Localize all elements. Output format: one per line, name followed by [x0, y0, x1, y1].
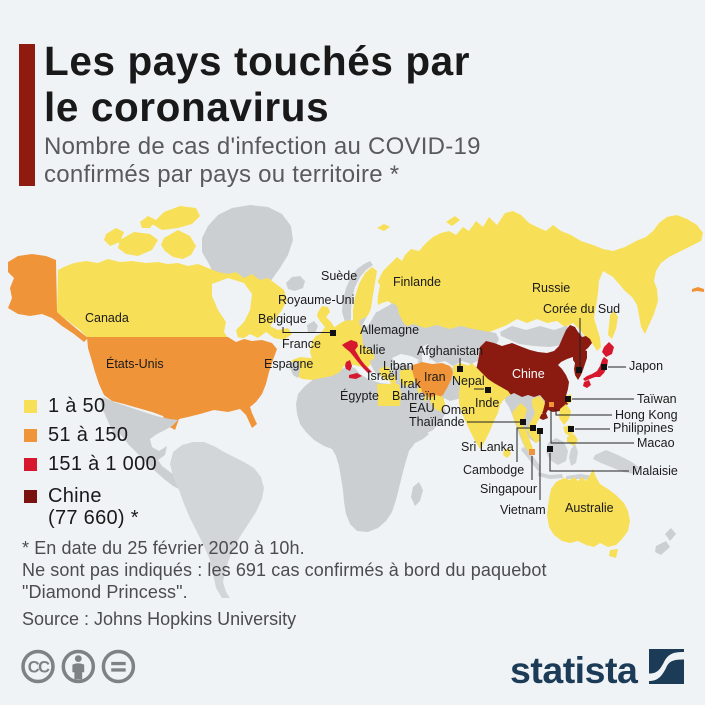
svg-text:statista: statista [510, 649, 639, 690]
svg-text:Suède: Suède [321, 269, 357, 283]
svg-text:Canada: Canada [85, 311, 129, 325]
svg-text:Finlande: Finlande [393, 275, 441, 289]
svg-text:Belgique: Belgique [258, 312, 307, 326]
svg-text:Philippines: Philippines [613, 421, 673, 435]
svg-text:EAU: EAU [409, 401, 435, 415]
svg-text:Corée du Sud: Corée du Sud [543, 302, 620, 316]
svg-text:Hong Kong: Hong Kong [615, 408, 678, 422]
svg-text:Royaume-Uni: Royaume-Uni [278, 293, 354, 307]
svg-text:Cambodge: Cambodge [463, 463, 524, 477]
svg-text:Chine: Chine [512, 367, 545, 381]
svg-text:Singapour: Singapour [480, 482, 537, 496]
svg-text:Sri Lanka: Sri Lanka [461, 440, 514, 454]
svg-text:États-Unis: États-Unis [106, 356, 164, 371]
svg-text:Italie: Italie [359, 343, 385, 357]
svg-text:Nepal: Nepal [452, 374, 485, 388]
svg-text:Liban: Liban [383, 359, 414, 373]
svg-text:Taïwan: Taïwan [637, 392, 677, 406]
svg-text:Malaisie: Malaisie [632, 464, 678, 478]
svg-text:Thaïlande: Thaïlande [409, 415, 465, 429]
svg-text:CC: CC [28, 659, 50, 677]
svg-text:France: France [282, 337, 321, 351]
svg-text:Vietnam: Vietnam [500, 503, 546, 517]
svg-text:Australie: Australie [565, 501, 614, 515]
svg-text:Afghanistan: Afghanistan [417, 344, 483, 358]
svg-text:Japon: Japon [629, 359, 663, 373]
svg-text:Israël: Israël [367, 369, 398, 383]
svg-text:Allemagne: Allemagne [360, 323, 419, 337]
svg-text:Inde: Inde [475, 396, 499, 410]
svg-text:Russie: Russie [532, 281, 570, 295]
svg-text:Oman: Oman [441, 403, 475, 417]
svg-text:Macao: Macao [637, 436, 675, 450]
svg-text:Bahreïn: Bahreïn [392, 389, 436, 403]
svg-text:Égypte: Égypte [340, 388, 379, 403]
svg-text:Iran: Iran [424, 370, 446, 384]
svg-text:Irak: Irak [400, 377, 422, 391]
svg-text:Espagne: Espagne [264, 357, 313, 371]
